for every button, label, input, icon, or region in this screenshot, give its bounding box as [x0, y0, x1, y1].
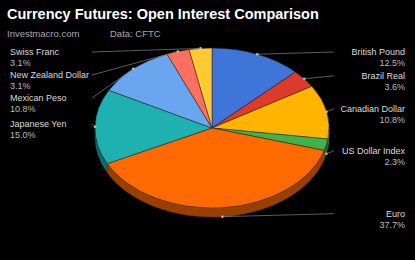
leader-line	[92, 51, 178, 75]
subtitle: Investmacro.com	[7, 28, 79, 39]
category-label: Mexican Peso	[10, 93, 67, 103]
data-labels: Swiss Franc3.1%New Zealand Dollar3.1%Mex…	[10, 47, 405, 230]
leader-dot	[177, 50, 180, 53]
pie-tops	[95, 48, 329, 208]
leader-dot	[132, 67, 135, 70]
chart: Currency Futures: Open Interest Comparis…	[0, 0, 415, 260]
category-label: New Zealand Dollar	[10, 70, 89, 80]
value-label: 10.8%	[379, 115, 405, 125]
value-label: 12.5%	[379, 58, 405, 68]
category-label: Brazil Real	[361, 71, 405, 81]
leader-line	[222, 214, 334, 217]
category-label: Canadian Dollar	[340, 104, 405, 114]
value-label: 2.3%	[384, 157, 405, 167]
value-label: 10.8%	[10, 104, 36, 114]
leader-dot	[256, 53, 259, 56]
category-label: Euro	[386, 209, 405, 219]
category-label: Swiss Franc	[10, 47, 60, 57]
leader-line	[92, 48, 201, 52]
value-label: 37.7%	[379, 220, 405, 230]
leader-line	[257, 52, 334, 54]
leader-dot	[325, 152, 328, 155]
leader-line	[92, 69, 133, 98]
value-label: 3.6%	[384, 82, 405, 92]
pie-slice	[189, 48, 212, 128]
value-label: 15.0%	[10, 130, 36, 140]
value-label: 3.1%	[10, 58, 31, 68]
leader-dot	[303, 78, 306, 81]
leader-line	[304, 76, 334, 79]
category-label: US Dollar Index	[342, 146, 406, 156]
leader-dot	[199, 47, 202, 50]
category-label: British Pound	[351, 47, 405, 57]
background	[0, 0, 415, 260]
value-label: 3.1%	[10, 81, 31, 91]
leader-dot	[325, 110, 328, 113]
leader-dot	[221, 215, 224, 218]
source-note: Data: CFTC	[110, 28, 161, 39]
title: Currency Futures: Open Interest Comparis…	[7, 6, 319, 22]
category-label: Japanese Yen	[10, 119, 67, 129]
leader-dot	[94, 126, 97, 129]
